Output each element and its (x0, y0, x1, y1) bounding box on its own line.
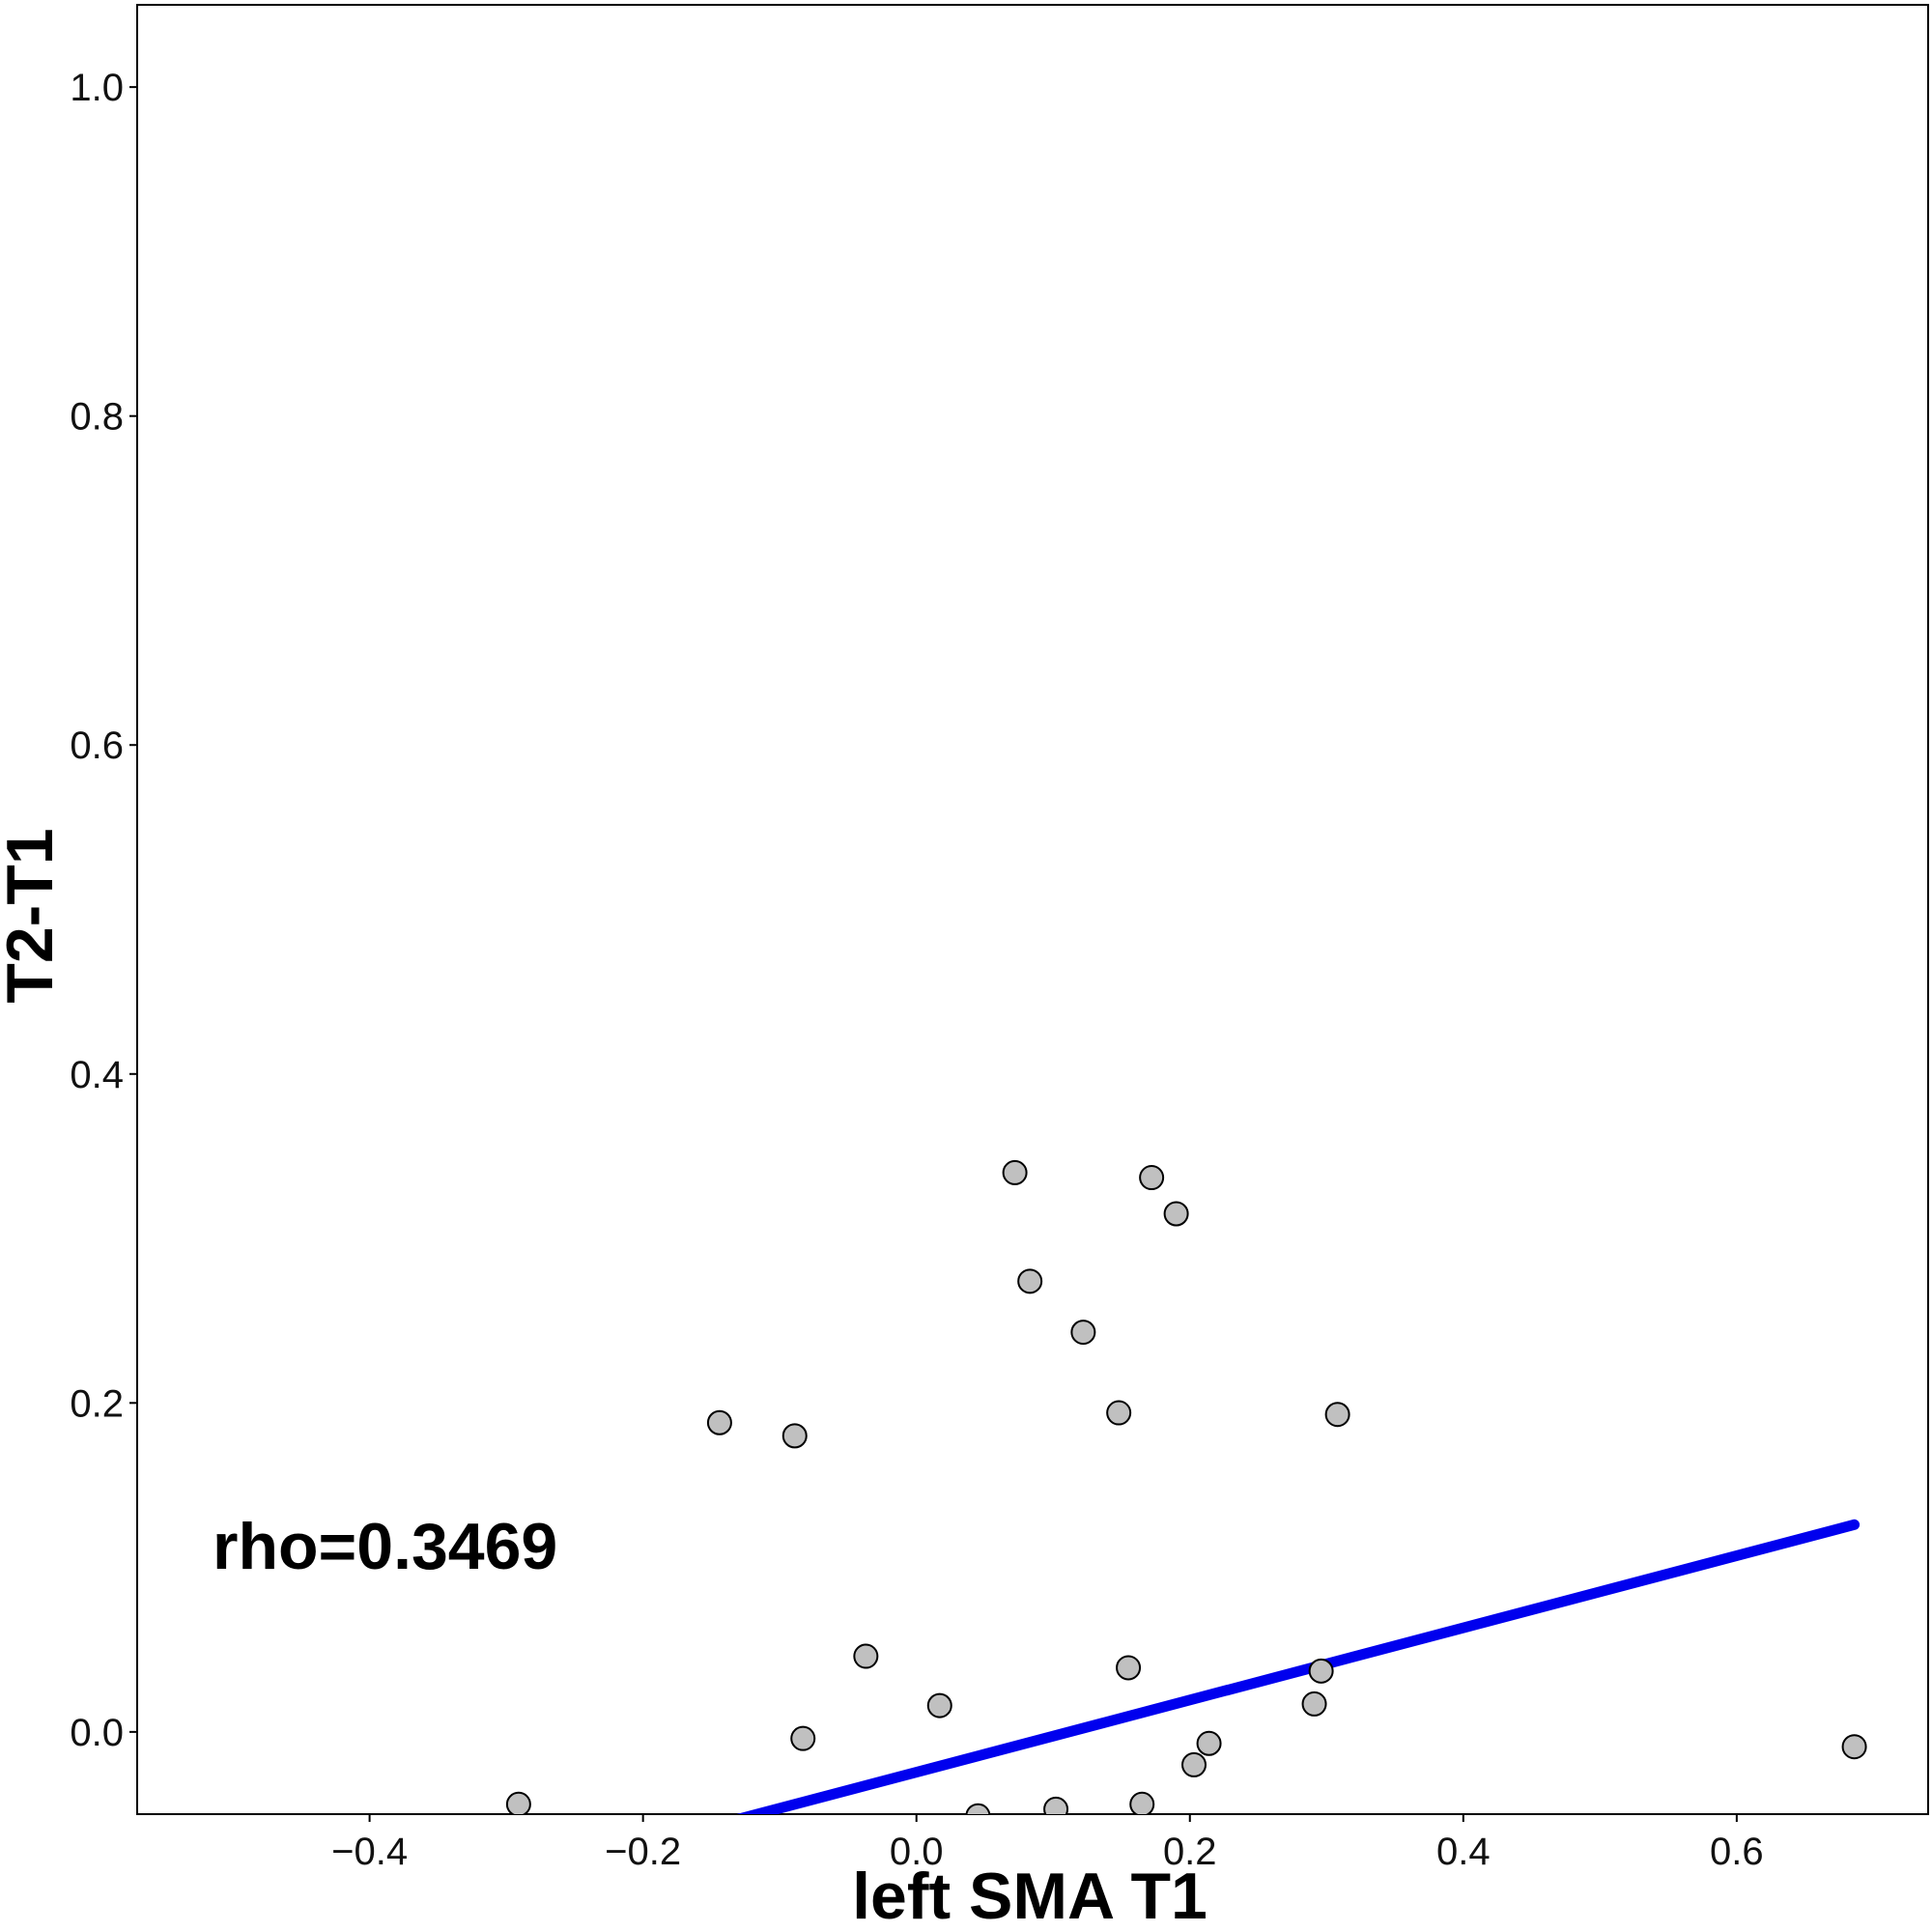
y-axis: 0.0 0.2 0.4 0.6 0.8 1.0 (70, 67, 137, 1754)
x-tick-label: 0.2 (1163, 1831, 1217, 1873)
y-tick-label: 1.0 (70, 67, 124, 109)
x-tick-label: 0.0 (890, 1831, 944, 1873)
data-point (790, 1725, 816, 1751)
data-point (781, 1423, 808, 1449)
data-point (926, 1692, 952, 1719)
data-point (1163, 1201, 1189, 1227)
data-point (1841, 1734, 1867, 1760)
data-point (1139, 1165, 1165, 1191)
data-point (1181, 1751, 1208, 1777)
y-tick-label: 0.0 (70, 1712, 124, 1754)
y-tick-label: 0.8 (70, 396, 124, 439)
y-axis-title: T2-T1 (0, 828, 67, 1003)
data-point (1070, 1320, 1096, 1346)
x-tick-label: −0.2 (605, 1831, 681, 1873)
scatter-points (505, 1159, 1867, 1814)
rho-annotation: rho=0.3469 (213, 1510, 557, 1583)
data-point (505, 1791, 531, 1814)
regression-line (736, 1519, 1861, 1814)
data-point (1308, 1658, 1334, 1684)
data-point (706, 1409, 732, 1435)
y-tick-label: 0.4 (70, 1054, 124, 1096)
data-point (1116, 1655, 1142, 1681)
x-axis: −0.4 −0.2 0.0 0.2 0.4 0.6 (331, 1814, 1764, 1873)
x-tick-label: 0.6 (1710, 1831, 1764, 1873)
plot-frame (136, 4, 1929, 1815)
data-point (1129, 1791, 1155, 1814)
data-point (1301, 1690, 1327, 1717)
data-point (1196, 1730, 1222, 1756)
x-tick-label: 0.4 (1436, 1831, 1491, 1873)
y-tick-label: 0.6 (70, 724, 124, 767)
data-point (965, 1803, 991, 1814)
data-point (1002, 1159, 1028, 1185)
data-point (1106, 1400, 1132, 1426)
data-point (1043, 1796, 1069, 1814)
data-point (853, 1643, 879, 1669)
x-tick-label: −0.4 (331, 1831, 408, 1873)
y-tick-label: 0.2 (70, 1382, 124, 1425)
x-axis-title: left SMA T1 (852, 1860, 1208, 1932)
data-point (1017, 1268, 1043, 1294)
plot-area (505, 1159, 1867, 1814)
data-point (1324, 1402, 1350, 1428)
